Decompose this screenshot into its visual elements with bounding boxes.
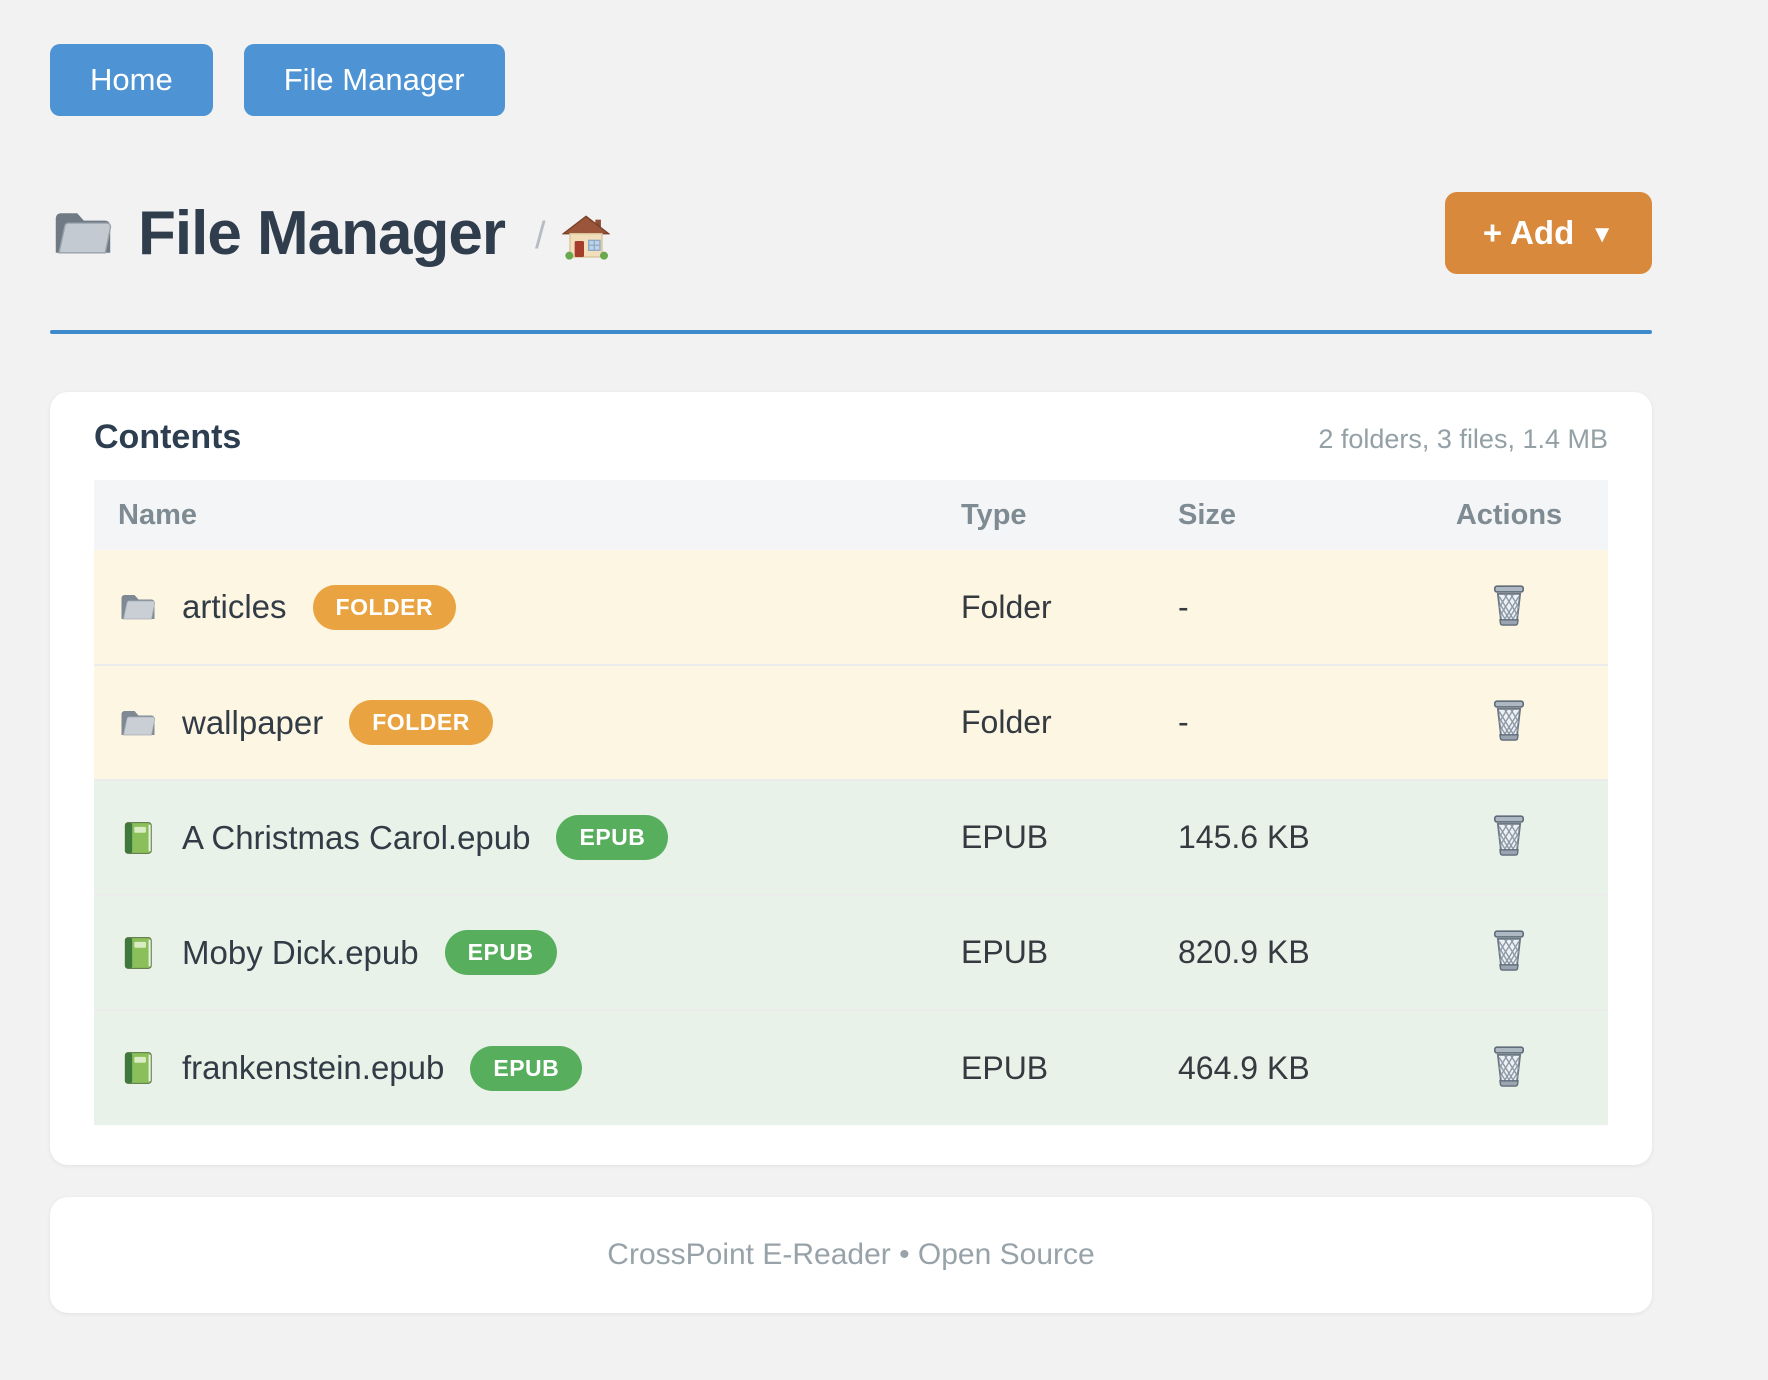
contents-summary: 2 folders, 3 files, 1.4 MB bbox=[1318, 424, 1608, 454]
file-size: 820.9 KB bbox=[1178, 894, 1410, 1010]
table-row[interactable]: wallpaper FOLDER Folder - bbox=[94, 664, 1608, 780]
breadcrumb-separator: / bbox=[535, 214, 546, 257]
table-row[interactable]: Moby Dick.epub EPUB EPUB 820.9 KB bbox=[94, 894, 1608, 1010]
table-row[interactable]: articles FOLDER Folder - bbox=[94, 550, 1608, 665]
page: Home File Manager File Manager / bbox=[50, 0, 1652, 1313]
file-type: EPUB bbox=[961, 894, 1178, 1010]
table-header-row: Name Type Size Actions bbox=[94, 480, 1608, 550]
folder-icon bbox=[118, 589, 158, 625]
book-icon bbox=[118, 820, 158, 856]
page-title: File Manager bbox=[138, 198, 506, 268]
book-icon bbox=[118, 1050, 158, 1086]
home-icon[interactable] bbox=[561, 214, 610, 260]
table-row[interactable]: frankenstein.epub EPUB EPUB 464.9 KB bbox=[94, 1009, 1608, 1125]
file-type: Folder bbox=[961, 588, 1052, 625]
file-name[interactable]: A Christmas Carol.epub bbox=[182, 818, 531, 856]
file-type: EPUB bbox=[961, 779, 1178, 895]
file-name[interactable]: wallpaper bbox=[182, 703, 324, 741]
delete-button[interactable] bbox=[1487, 927, 1531, 973]
trash-icon bbox=[1487, 1045, 1531, 1087]
add-button[interactable]: + Add ▼ bbox=[1444, 192, 1652, 274]
file-size: - bbox=[1178, 664, 1410, 780]
file-name[interactable]: Moby Dick.epub bbox=[182, 933, 419, 971]
contents-card-header: Contents 2 folders, 3 files, 1.4 MB bbox=[94, 418, 1608, 470]
contents-title: Contents bbox=[94, 418, 242, 456]
trash-icon bbox=[1487, 814, 1531, 856]
file-type: EPUB bbox=[961, 1009, 1178, 1125]
delete-button[interactable] bbox=[1487, 697, 1531, 743]
folder-icon bbox=[118, 705, 158, 741]
trash-icon bbox=[1487, 699, 1531, 741]
file-type-badge: EPUB bbox=[444, 930, 557, 975]
caret-down-icon: ▼ bbox=[1590, 221, 1614, 248]
column-header-actions: Actions bbox=[1410, 480, 1608, 550]
file-type: Folder bbox=[961, 664, 1178, 780]
nav-home-button[interactable]: Home bbox=[50, 44, 213, 116]
column-header-name: Name bbox=[94, 480, 961, 550]
file-size: - bbox=[1178, 588, 1189, 625]
contents-card: Contents 2 folders, 3 files, 1.4 MB Name… bbox=[50, 392, 1652, 1165]
file-table: Name Type Size Actions articles FOLDER F… bbox=[94, 480, 1608, 1125]
table-row[interactable]: A Christmas Carol.epub EPUB EPUB 145.6 K… bbox=[94, 779, 1608, 895]
column-header-type: Type bbox=[961, 480, 1178, 550]
file-type-badge: EPUB bbox=[470, 1045, 583, 1091]
book-icon bbox=[118, 935, 158, 971]
delete-button[interactable] bbox=[1487, 1043, 1531, 1089]
file-size: 464.9 KB bbox=[1178, 1009, 1410, 1125]
file-type-badge: FOLDER bbox=[312, 584, 457, 630]
file-name[interactable]: articles bbox=[182, 588, 287, 625]
footer-card: CrossPoint E-Reader • Open Source bbox=[50, 1197, 1652, 1313]
trash-icon bbox=[1487, 584, 1531, 626]
page-header: File Manager / + Add ▼ bbox=[50, 190, 1652, 276]
header-divider bbox=[50, 330, 1652, 334]
column-header-size: Size bbox=[1178, 480, 1410, 550]
file-size: 145.6 KB bbox=[1178, 779, 1410, 895]
nav-file-manager-button[interactable]: File Manager bbox=[243, 44, 505, 116]
add-button-label: + Add bbox=[1482, 214, 1575, 251]
file-name[interactable]: frankenstein.epub bbox=[182, 1049, 445, 1086]
footer-text: CrossPoint E-Reader • Open Source bbox=[607, 1238, 1095, 1271]
file-type-badge: FOLDER bbox=[349, 700, 493, 745]
file-type-badge: EPUB bbox=[556, 815, 669, 860]
delete-button[interactable] bbox=[1487, 582, 1531, 628]
folder-icon bbox=[50, 204, 116, 262]
delete-button[interactable] bbox=[1487, 812, 1531, 858]
top-nav: Home File Manager bbox=[50, 44, 1652, 116]
trash-icon bbox=[1487, 929, 1531, 971]
